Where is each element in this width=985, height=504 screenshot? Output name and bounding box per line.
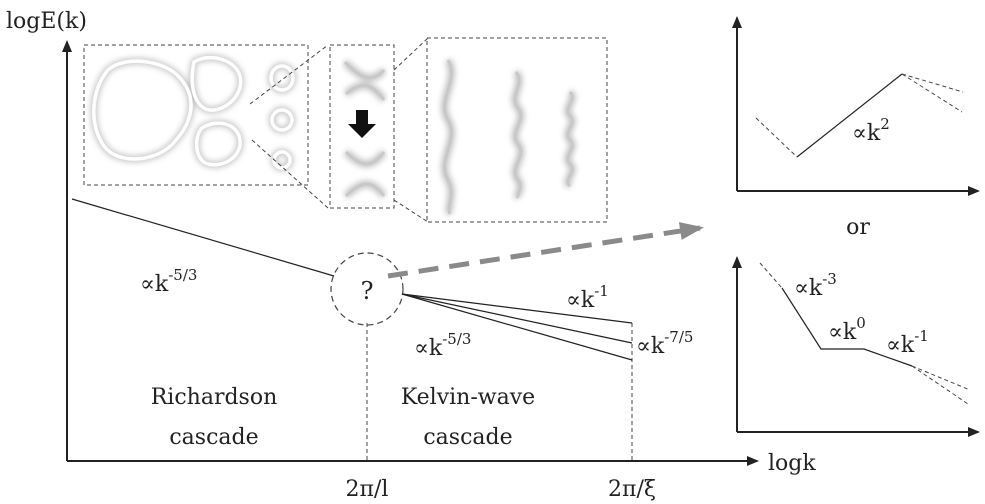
inset-top-dashed-right-1 (901, 73, 964, 93)
slope-kelvin-bottom: ∝k-5/3 (414, 330, 471, 361)
zoom-line-2 (251, 139, 329, 209)
kelvin-label: Kelvin-wave (401, 385, 535, 410)
y-axis-label: logE(k) (6, 9, 87, 34)
inset-bottom-solid (781, 287, 913, 367)
kelvin-line-k-7-5 (401, 293, 633, 344)
slope-kelvin-top: ∝k-1 (566, 282, 609, 313)
question-mark: ? (361, 277, 374, 305)
richardson-cascade-label: cascade (169, 425, 258, 450)
inset-top-slope: ∝k2 (852, 115, 890, 146)
inset-bottom-dashed-right-1 (911, 365, 971, 391)
kelvin-cascade-label: cascade (423, 425, 512, 450)
tick-label-l: 2π/l (346, 477, 389, 502)
inset-bottom-dashed-left (759, 262, 783, 289)
or-label: or (846, 215, 870, 240)
slope-richardson: ∝k-5/3 (140, 266, 197, 297)
inset-top-solid (796, 73, 903, 158)
inset-top-dashed-right-2 (901, 73, 963, 113)
kelvin-line-k-5-3 (401, 293, 633, 361)
inset-bottom-slope-a: ∝k-3 (794, 270, 837, 301)
inset-bottom-dashed-right-2 (911, 365, 969, 405)
inset-bottom-slope-c: ∝k-1 (886, 327, 929, 358)
inset-bottom: ∝k-3 ∝k0 ∝k-1 (732, 256, 980, 437)
reconnection-panel (329, 44, 395, 209)
richardson-label: Richardson (151, 385, 278, 410)
reconnection-arrow (348, 110, 376, 138)
inset-top-dashed-left (755, 117, 798, 158)
richardson-spectrum-line (71, 198, 335, 277)
kelvin-waves-panel (426, 37, 608, 223)
question-circle (330, 252, 404, 326)
zoom-line-4 (393, 199, 429, 223)
inset-top: ∝k2 (732, 16, 980, 196)
slope-kelvin-right: ∝k-7/5 (636, 328, 693, 359)
tick-label-xi: 2π/ξ (608, 477, 656, 502)
x-axis-label: logk (768, 451, 816, 476)
gray-dashed-arrow (387, 222, 704, 279)
zoom-line-3 (393, 37, 429, 71)
inset-bottom-slope-b: ∝k0 (828, 314, 866, 345)
kelvin-line-k-1 (401, 293, 633, 324)
vortex-rings-panel (83, 44, 309, 186)
zoom-line-1 (249, 44, 329, 105)
